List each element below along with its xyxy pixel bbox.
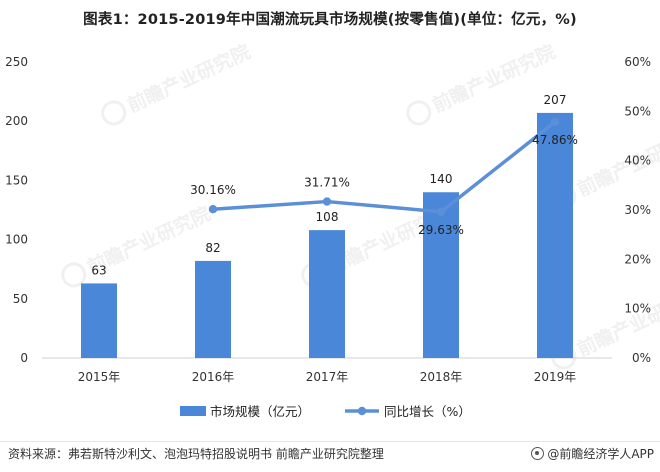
bar	[423, 192, 459, 358]
bar	[81, 283, 117, 358]
bar	[537, 112, 573, 358]
line-path	[212, 120, 557, 214]
left-axis-tick: 250	[5, 55, 28, 69]
line-data-label: 47.86%	[532, 133, 578, 147]
x-axis-tick: 2017年	[306, 370, 349, 384]
footer-divider	[0, 441, 660, 442]
right-axis-tick: 20%	[624, 252, 651, 266]
x-axis-tick: 2019年	[534, 370, 577, 384]
line-data-labels: 30.16% 31.71% 29.63% 47.86%	[190, 133, 578, 237]
right-axis-tick: 0%	[632, 351, 651, 365]
bar-data-label: 108	[316, 210, 339, 224]
legend-swatch-marker	[357, 406, 367, 416]
right-axis-tick: 30%	[624, 203, 651, 217]
line-data-label: 29.63%	[418, 223, 464, 237]
right-axis-tick: 50%	[624, 104, 651, 118]
watermark-logo	[101, 100, 127, 126]
bar	[195, 260, 231, 358]
right-axis: 0% 10% 20% 30% 40% 50% 60%	[624, 55, 651, 365]
watermark-text: 前瞻产业研究院	[574, 284, 660, 361]
brand-credit: @前瞻经济学人APP	[531, 445, 654, 462]
bar	[309, 230, 345, 358]
watermark-text: 前瞻产业研究院	[429, 40, 559, 117]
left-axis-tick: 50	[13, 292, 28, 306]
watermark-logo	[61, 262, 87, 288]
left-axis-tick: 0	[20, 351, 28, 365]
x-axis-tick: 2016年	[192, 370, 235, 384]
x-axis-tick: 2018年	[420, 370, 463, 384]
line-point	[322, 197, 332, 206]
legend: 市场规模（亿元） 同比增长（%）	[180, 404, 471, 419]
bar-data-label: 207	[544, 93, 567, 107]
line-series	[208, 117, 560, 217]
watermark-text: 前瞻产业研究院	[124, 40, 254, 117]
x-axis-ticks: 2015年 2016年 2017年 2018年 2019年	[78, 370, 577, 384]
bar-data-labels: 63 82 108 140 207	[91, 93, 566, 277]
left-axis-tick: 200	[5, 114, 28, 128]
legend-label-line: 同比增长（%）	[384, 404, 471, 419]
watermark: 前瞻产业研究院	[101, 40, 254, 126]
bar-series	[81, 112, 573, 358]
line-data-label: 31.71%	[304, 176, 350, 190]
left-axis: 0 50 100 150 200 250	[5, 55, 28, 365]
bar-data-label: 140	[430, 172, 453, 186]
x-axis-tick: 2015年	[78, 370, 121, 384]
source-note: 资料来源：弗若斯特沙利文、泡泡玛特招股说明书 前瞻产业研究院整理	[8, 447, 384, 461]
chart-title: 图表1：2015-2019年中国潮流玩具市场规模(按零售值)(单位：亿元，%)	[83, 12, 577, 28]
line-data-label: 30.16%	[190, 183, 236, 197]
brand-text: @前瞻经济学人APP	[547, 447, 654, 461]
watermark-logo	[406, 100, 432, 126]
line-point	[550, 117, 560, 127]
right-axis-tick: 10%	[624, 302, 651, 316]
left-axis-tick: 100	[5, 233, 28, 247]
watermark: 前瞻产业研究院	[61, 202, 214, 288]
right-axis-tick: 60%	[624, 55, 651, 69]
legend-swatch-bar	[180, 406, 206, 416]
legend-label-bar: 市场规模（亿元）	[210, 404, 310, 419]
bar-data-label: 82	[205, 241, 220, 255]
line-point	[208, 205, 218, 214]
watermark: 前瞻产业研究院	[406, 40, 559, 126]
brand-icon	[531, 447, 545, 460]
left-axis-tick: 150	[5, 173, 28, 187]
bar-data-label: 63	[91, 263, 106, 277]
line-point	[436, 207, 446, 217]
right-axis-tick: 40%	[624, 154, 651, 168]
